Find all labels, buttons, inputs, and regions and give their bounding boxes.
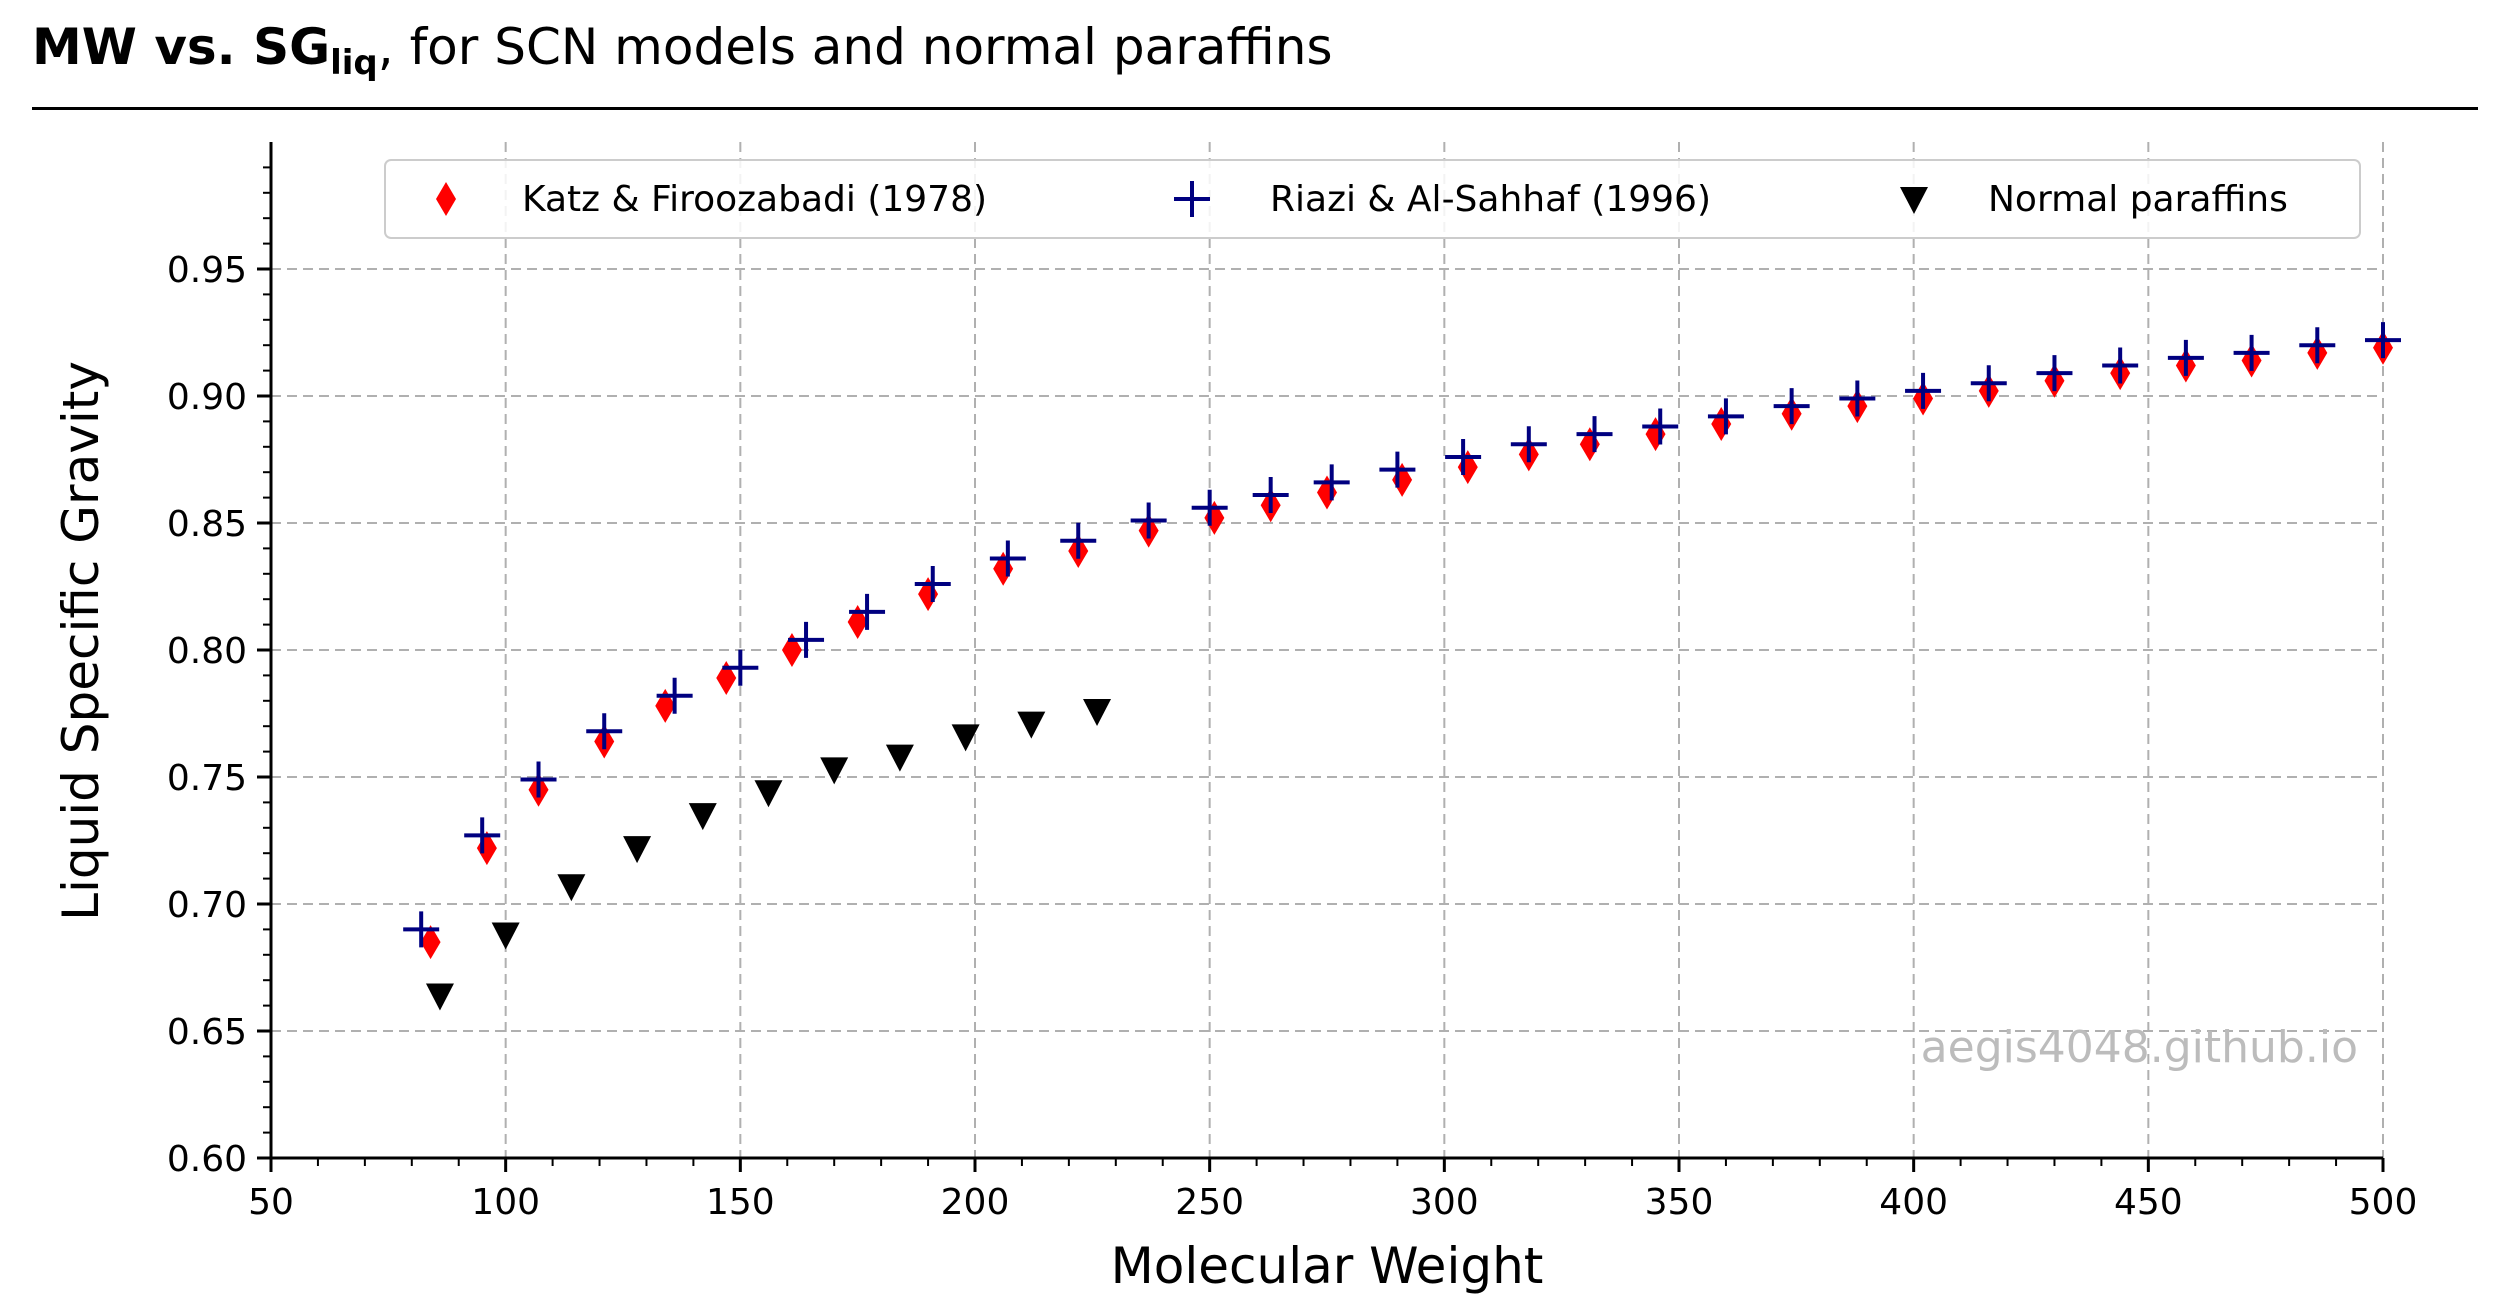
data-point [820,757,849,785]
y-tick-label: 0.95 [167,250,247,291]
data-point [1510,426,1547,463]
x-tick-label: 200 [941,1182,1010,1223]
legend: Katz & Firoozabadi (1978) Riazi & Al-Sahh… [384,159,2361,239]
data-point [1645,417,1666,452]
data-point [1576,416,1613,453]
watermark: aegis4048.github.io [1921,1022,2358,1073]
legend-frame [384,159,2361,239]
data-point [1252,477,1289,514]
data-point [1130,502,1167,539]
x-tick-label: 50 [248,1182,294,1223]
x-axis-label: Molecular Weight [1111,1237,1544,1295]
chart-title-subscript: liq [330,43,378,83]
data-point [2299,327,2336,364]
x-tick-label: 250 [1175,1182,1244,1223]
legend-label: Katz & Firoozabadi (1978) [522,179,987,220]
data-point [2233,334,2270,371]
y-tick-label: 0.75 [167,758,247,799]
data-point [464,817,501,854]
grid-layer [271,142,2384,1158]
data-point [403,911,440,948]
y-axis-label: Liquid Specific Gravity [52,361,110,921]
data-point [1313,464,1350,501]
data-point [885,744,914,772]
chart-title: MW vs. SGliq, for SCN models and normal … [32,22,1333,80]
data-point [2167,339,2204,376]
data-point [1773,388,1810,425]
series-plus [403,322,2401,948]
data-point [1707,398,1744,435]
title-rule [32,107,2478,110]
chart-title-bold-main: MW vs. SG [32,18,331,76]
series-diamond [420,330,2393,960]
series-triangle-down [425,698,1112,1011]
data-point [754,780,783,808]
data-point [1017,711,1046,739]
x-tick-label: 450 [2114,1182,2183,1223]
y-tick-label: 0.60 [167,1139,247,1180]
data-point [2365,322,2401,359]
data-point [2102,347,2139,384]
data-point [849,593,886,630]
data-point [951,724,980,752]
data-point [914,565,951,602]
legend-marker [1174,181,1210,217]
data-point [586,713,623,750]
x-tick-label: 500 [2349,1182,2418,1223]
legend-label: Normal paraffins [1988,179,2288,220]
data-point [1379,451,1416,488]
y-tick-label: 0.85 [167,504,247,545]
legend-marker [1900,187,1928,214]
data-point [1970,365,2007,402]
x-tick-label: 100 [471,1182,540,1223]
x-tick-label: 350 [1645,1182,1714,1223]
data-point [2036,355,2073,392]
data-point [1083,698,1112,726]
x-tick-label: 400 [1879,1182,1948,1223]
y-tick-label: 0.65 [167,1012,247,1053]
data-point [1905,372,1942,409]
data-point [520,761,557,798]
data-point [1711,406,1732,441]
y-tick-label: 0.80 [167,631,247,672]
data-point [1642,408,1679,445]
data-point [420,925,441,960]
data-point [656,677,693,714]
chart-title-rest: , for SCN models and normal paraffins [377,18,1333,76]
x-tick-label: 300 [1410,1182,1479,1223]
data-point [989,540,1026,577]
data-point [1191,489,1228,526]
data-point [1060,522,1097,559]
y-tick-label: 0.90 [167,377,247,418]
data-point [1839,380,1876,417]
legend-marker [436,182,456,216]
data-point [425,983,454,1011]
marks-layer [403,322,2401,1011]
legend-label: Riazi & Al-Sahhaf (1996) [1270,179,1711,220]
data-point [491,922,520,950]
x-tick-label: 150 [706,1182,775,1223]
y-tick-label: 0.70 [167,885,247,926]
data-point [1445,438,1482,475]
data-point [623,836,652,864]
data-point [557,874,586,902]
data-point [788,621,825,658]
data-point [688,803,717,831]
axes-layer: 50 100 150 200 250 300 350 400 450 500 0.60 0.65 0.7… [167,142,2418,1223]
data-point [722,649,759,686]
